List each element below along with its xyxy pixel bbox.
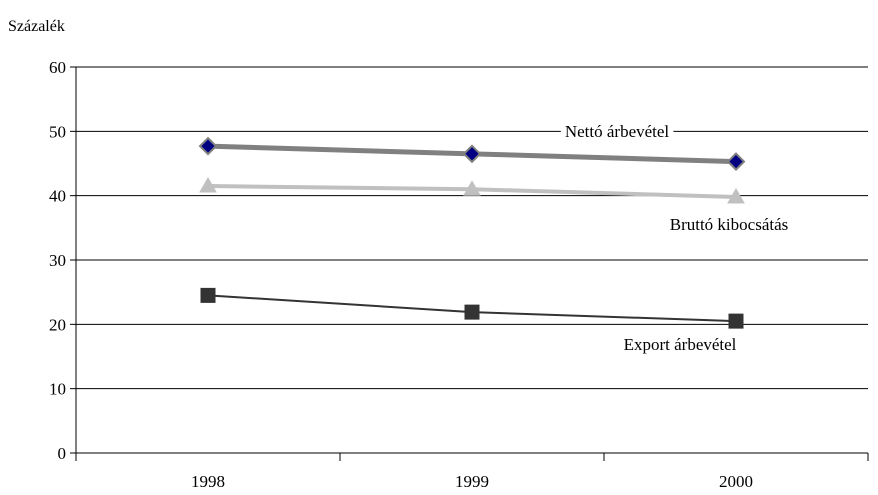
x-tick-labels: 1998 1999 2000 [191, 472, 753, 491]
series-label-background [619, 334, 741, 355]
y-tick-label: 10 [49, 380, 66, 399]
x-tick-label: 1998 [191, 472, 225, 491]
square-marker [200, 287, 216, 303]
axes [70, 66, 869, 461]
x-tick-label: 2000 [719, 472, 753, 491]
y-tick-label: 0 [58, 444, 67, 463]
series-2 [199, 177, 745, 204]
square-marker [728, 313, 744, 329]
diamond-marker [726, 152, 746, 171]
diamond-marker [198, 136, 218, 156]
y-tick-label: 30 [49, 251, 66, 270]
series-3 [200, 287, 744, 329]
series-labels: Nettó árbevétel Bruttó kibocsátás Export á… [560, 121, 789, 355]
gridlines [76, 66, 868, 390]
triangle-marker [727, 187, 745, 204]
series-label: Nettó árbevétel [565, 122, 670, 141]
series-1 [198, 136, 746, 171]
series-lines [198, 136, 746, 329]
y-tick-label: 20 [49, 315, 66, 334]
y-axis-title: Százalék [8, 18, 65, 35]
series-label-background [560, 121, 674, 142]
diamond-marker [462, 144, 482, 164]
y-tick-label: 50 [49, 122, 66, 141]
series-label: Bruttó kibocsátás [670, 215, 789, 234]
triangle-marker [199, 177, 217, 193]
y-tick-label: 40 [49, 187, 66, 206]
series-label: Export árbevétel [624, 335, 737, 354]
square-marker [464, 304, 480, 320]
triangle-marker [463, 180, 481, 196]
x-tick-label: 1999 [455, 472, 489, 491]
y-tick-label: 60 [49, 58, 66, 77]
y-tick-labels: 0 10 20 30 40 50 60 [49, 58, 66, 463]
